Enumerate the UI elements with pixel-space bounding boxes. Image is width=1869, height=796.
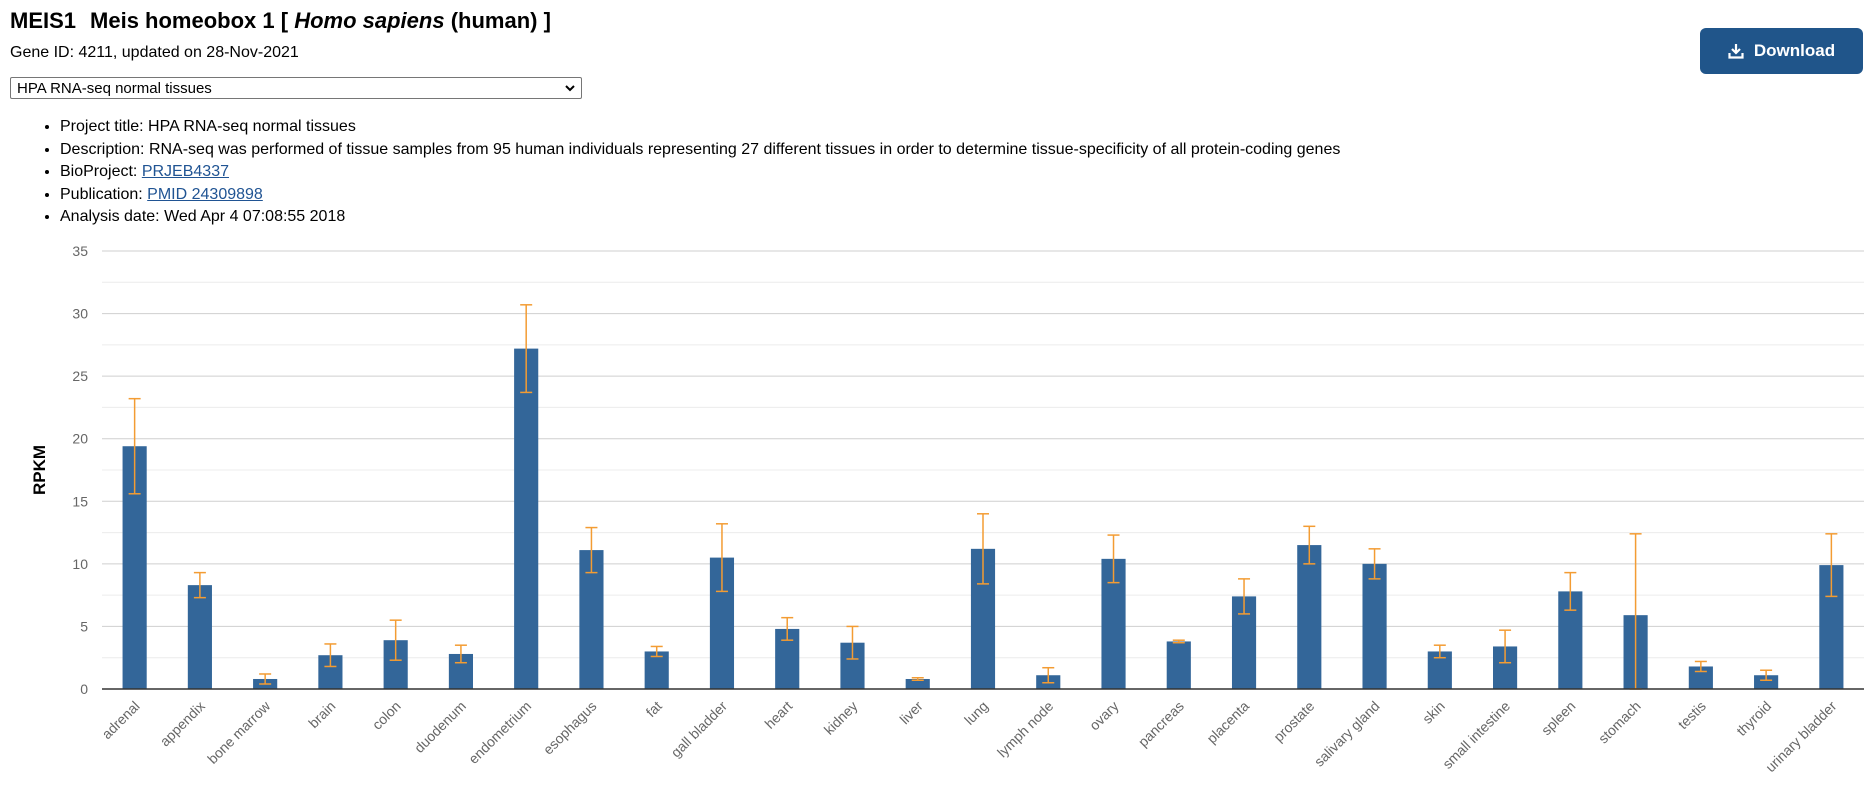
chevron-down-icon — [565, 85, 575, 92]
download-icon — [1728, 44, 1744, 59]
description-label: Description: — [60, 140, 145, 158]
x-tick-label: ovary — [1086, 698, 1122, 734]
bioproject-item: BioProject: PRJEB4337 — [60, 161, 1340, 184]
x-tick-label: bone marrow — [204, 697, 274, 767]
bar-endometrium — [514, 348, 539, 689]
analysis-date-value: Wed Apr 4 07:08:55 2018 — [164, 208, 346, 225]
x-tick-label: salivary gland — [1311, 698, 1383, 770]
y-tick-label: 10 — [72, 556, 88, 572]
x-tick-label: liver — [896, 698, 926, 728]
y-tick-label: 0 — [80, 681, 88, 697]
analysis-date-item: Analysis date: Wed Apr 4 07:08:55 2018 — [60, 206, 1340, 229]
x-tick-label: gall bladder — [668, 698, 731, 761]
bar-pancreas — [1166, 641, 1191, 689]
gene-title: MEIS1 Meis homeobox 1 [ Homo sapiens (hum… — [10, 8, 551, 34]
x-tick-label: kidney — [821, 698, 861, 738]
x-tick-label: brain — [305, 698, 338, 731]
publication-label: Publication: — [60, 185, 143, 203]
bar-appendix — [187, 585, 212, 689]
x-tick-label: lung — [961, 698, 991, 728]
x-tick-label: endometrium — [465, 698, 534, 767]
y-tick-label: 20 — [72, 431, 88, 447]
y-tick-label: 25 — [72, 368, 88, 384]
x-tick-label: duodenum — [411, 698, 469, 756]
x-tick-label: heart — [761, 698, 795, 732]
x-tick-label: fat — [642, 698, 664, 720]
gene-name-prefix: Meis homeobox 1 [ — [90, 8, 289, 33]
bar-testis — [1688, 666, 1713, 689]
bar-prostate — [1297, 545, 1322, 689]
x-tick-label: pancreas — [1135, 698, 1187, 750]
x-tick-label: colon — [369, 698, 404, 733]
y-tick-label: 5 — [80, 618, 88, 634]
gene-symbol: MEIS1 — [10, 8, 77, 33]
x-tick-label: lymph node — [994, 698, 1057, 761]
y-tick-label: 15 — [72, 493, 88, 509]
bar-thyroid — [1754, 675, 1779, 689]
x-tick-label: prostate — [1270, 698, 1317, 745]
dataset-select-wrap: HPA RNA-seq normal tissues — [10, 77, 582, 99]
x-tick-label: stomach — [1595, 698, 1644, 747]
dataset-select[interactable]: HPA RNA-seq normal tissues — [10, 77, 582, 99]
gene-header: MEIS1 Meis homeobox 1 [ Homo sapiens (hum… — [10, 8, 551, 62]
analysis-date-label: Analysis date: — [60, 208, 160, 225]
publication-item: Publication: PMID 24309898 — [60, 184, 1340, 207]
x-tick-label: spleen — [1538, 698, 1578, 738]
organism-name: Homo sapiens — [294, 8, 445, 33]
x-tick-label: testis — [1675, 698, 1709, 732]
project-title-value: HPA RNA-seq normal tissues — [148, 118, 356, 135]
download-button[interactable]: Download — [1700, 28, 1863, 74]
bioproject-link[interactable]: PRJEB4337 — [141, 163, 229, 180]
x-tick-label: adrenal — [98, 698, 142, 742]
x-tick-label: thyroid — [1733, 698, 1774, 739]
download-label: Download — [1753, 41, 1836, 60]
project-info-list: Project title: HPA RNA-seq normal tissue… — [40, 116, 1340, 229]
x-tick-label: esophagus — [540, 698, 600, 758]
y-tick-label: 30 — [72, 306, 88, 322]
description-item: Description: RNA-seq was performed of ti… — [60, 139, 1340, 162]
y-axis-label: RPKM — [30, 445, 49, 495]
bar-liver — [905, 678, 930, 689]
publication-link[interactable]: PMID 24309898 — [147, 185, 263, 203]
x-tick-label: small intestine — [1439, 698, 1513, 772]
project-title-item: Project title: HPA RNA-seq normal tissue… — [60, 116, 1340, 139]
x-tick-label: skin — [1419, 698, 1448, 727]
dataset-select-value: HPA RNA-seq normal tissues — [17, 79, 212, 97]
x-tick-label: appendix — [157, 698, 208, 749]
y-tick-label: 35 — [72, 243, 88, 259]
gene-name-suffix: (human) ] — [450, 8, 551, 33]
gene-id-subtitle: Gene ID: 4211, updated on 28-Nov-2021 — [10, 44, 299, 61]
bar-salivary-gland — [1362, 563, 1387, 689]
bioproject-label: BioProject: — [60, 163, 138, 180]
project-title-label: Project title: — [60, 118, 144, 135]
x-tick-label: placenta — [1203, 698, 1252, 747]
description-value: RNA-seq was performed of tissue samples … — [148, 140, 1341, 158]
bar-fat — [644, 651, 669, 689]
